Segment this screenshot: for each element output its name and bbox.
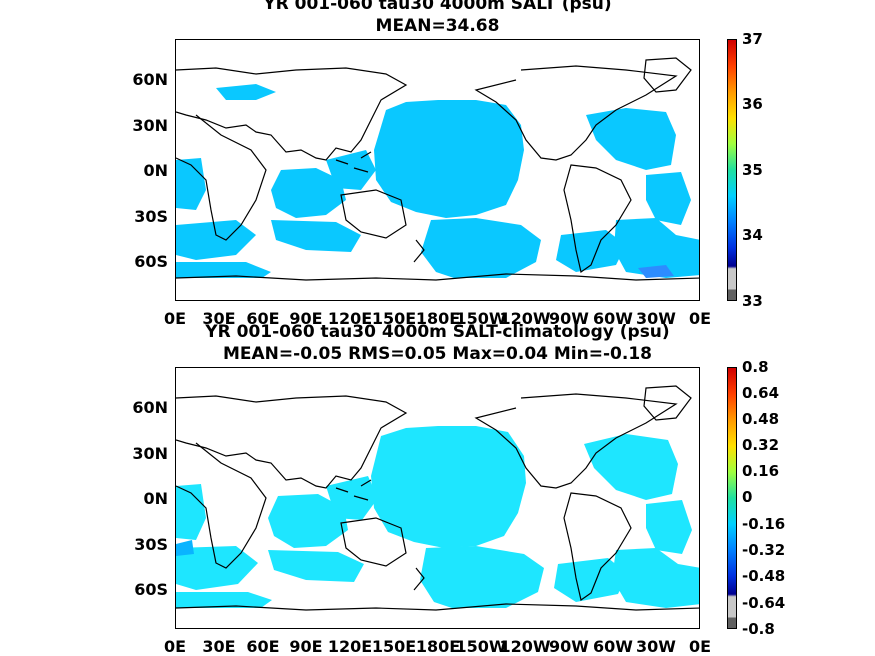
panel1-low-salinity-patch xyxy=(638,265,674,278)
panel2-lon-label: 150E xyxy=(371,637,417,656)
panel2-colorbar-label: 0.8 xyxy=(742,358,769,376)
north-atlantic-field xyxy=(584,434,678,500)
tropical-atlantic-field xyxy=(646,500,692,554)
panel2-anomaly-field xyxy=(176,426,699,612)
panel2-colorbar-label: -0.32 xyxy=(742,541,786,559)
panel1-lon-label: 180E xyxy=(415,309,461,328)
panel2-map xyxy=(175,367,700,629)
panel2-lon-label: 0E xyxy=(688,637,712,656)
panel1-lon-label: 150W xyxy=(455,309,507,328)
panel2-lon-label: 90W xyxy=(549,637,589,656)
panel2-colorbar-label: 0.48 xyxy=(742,410,780,428)
indian-south-field xyxy=(268,550,364,582)
south-atlantic-field xyxy=(176,220,256,260)
panel1-title-line1: YR 001-060 tau30 4000m SALT (psu) xyxy=(263,0,612,14)
panel2-colorbar-label: -0.64 xyxy=(742,594,786,612)
panel1-colorbar-label: 33 xyxy=(742,292,763,310)
panel1-map xyxy=(175,39,700,301)
panel1-lon-label: 90W xyxy=(549,309,589,328)
panel1-lon-label: 120E xyxy=(327,309,373,328)
south-atlantic-east xyxy=(612,548,699,608)
panel2-lon-label: 180E xyxy=(415,637,461,656)
panel2-coastlines xyxy=(176,385,699,611)
panel1-colorbar-label: 34 xyxy=(742,226,763,244)
panel1-colorbar-label: 37 xyxy=(742,30,763,48)
arctic-field xyxy=(216,84,276,100)
indian-ocean-field xyxy=(268,494,348,548)
panel2-colorbar-label: 0 xyxy=(742,488,753,506)
panel2-colorbar-label: -0.8 xyxy=(742,620,775,638)
north-pacific-field xyxy=(371,426,526,548)
panel1-colorbar-label: 35 xyxy=(742,161,763,179)
panel1-map-svg xyxy=(176,57,699,300)
antarctica-land xyxy=(176,608,699,628)
north-pacific-field xyxy=(374,100,524,218)
panel2-colorbar-label: -0.48 xyxy=(742,567,786,585)
southern-ocean-east xyxy=(554,558,628,602)
south-pacific-field xyxy=(421,218,541,282)
panel1-lat-label: 60S xyxy=(134,252,168,271)
panel2-lon-label: 120W xyxy=(499,637,551,656)
panel2-lon-label: 0E xyxy=(163,637,187,656)
panel1-lon-label: 30E xyxy=(202,309,236,328)
panel1-lon-label: 150E xyxy=(371,309,417,328)
indian-south-field xyxy=(271,220,361,252)
panel2-lon-label: 30W xyxy=(636,637,676,656)
panel1-lon-label: 0E xyxy=(688,309,712,328)
panel2-map-svg xyxy=(176,385,699,628)
panel2-title-line2: MEAN=-0.05 RMS=0.05 Max=0.04 Min=-0.18 xyxy=(223,344,652,364)
panel1-lon-label: 120W xyxy=(499,309,551,328)
panel1-salinity-field xyxy=(176,84,699,282)
panel2-lon-label: 30E xyxy=(202,637,236,656)
west-pacific-field xyxy=(326,150,376,190)
panel2-lat-label: 60S xyxy=(134,580,168,599)
panel2-lon-label: 120E xyxy=(327,637,373,656)
eastern-atlantic-strip xyxy=(176,484,206,540)
panel1-lon-label: 60W xyxy=(593,309,633,328)
panel2-lon-label: 60W xyxy=(593,637,633,656)
panel1-title-line2: MEAN=34.68 xyxy=(375,16,500,36)
panel1-lat-label: 60N xyxy=(132,70,168,89)
panel2-lat-label: 60N xyxy=(132,398,168,417)
indian-ocean-field xyxy=(271,168,346,218)
eastern-atlantic-strip xyxy=(176,158,206,210)
panel2-lat-label: 30N xyxy=(132,444,168,463)
panel2-lon-label: 90E xyxy=(289,637,323,656)
panel2-low-anomaly-patch xyxy=(176,540,194,556)
southern-ocean-east xyxy=(556,230,626,272)
panel2-colorbar-label: 0.16 xyxy=(742,462,780,480)
panel1-lon-label: 0E xyxy=(163,309,187,328)
panel2-colorbar-label: 0.32 xyxy=(742,436,780,454)
panel1-colorbar xyxy=(727,39,737,301)
panel1-lon-label: 60E xyxy=(246,309,280,328)
panel2-colorbar xyxy=(727,367,737,629)
panel1-lat-label: 30S xyxy=(134,207,168,226)
panel2-lon-label: 60E xyxy=(246,637,280,656)
south-pacific-field xyxy=(420,546,544,612)
north-atlantic-field xyxy=(586,108,676,170)
panel2-colorbar-label: 0.64 xyxy=(742,384,780,402)
tropical-atlantic-field xyxy=(646,172,691,225)
panel1-coastlines xyxy=(176,57,699,281)
panel2-title-line1: YR 001-060 tau30 4000m SALT-climatology … xyxy=(205,322,670,342)
panel1-lon-label: 30W xyxy=(636,309,676,328)
panel2-lat-label: 0N xyxy=(143,489,168,508)
panel2-lat-label: 30S xyxy=(134,535,168,554)
panel1-lon-label: 90E xyxy=(289,309,323,328)
panel2-lon-label: 150W xyxy=(455,637,507,656)
antarctica-land xyxy=(176,278,699,300)
west-pacific-field xyxy=(326,476,378,520)
panel1-colorbar-label: 36 xyxy=(742,95,763,113)
panel1-lat-label: 0N xyxy=(143,161,168,180)
southern-ocean-west xyxy=(176,592,272,610)
south-atlantic-east xyxy=(614,218,699,278)
panel1-lat-label: 30N xyxy=(132,116,168,135)
panel2-colorbar-label: -0.16 xyxy=(742,515,786,533)
